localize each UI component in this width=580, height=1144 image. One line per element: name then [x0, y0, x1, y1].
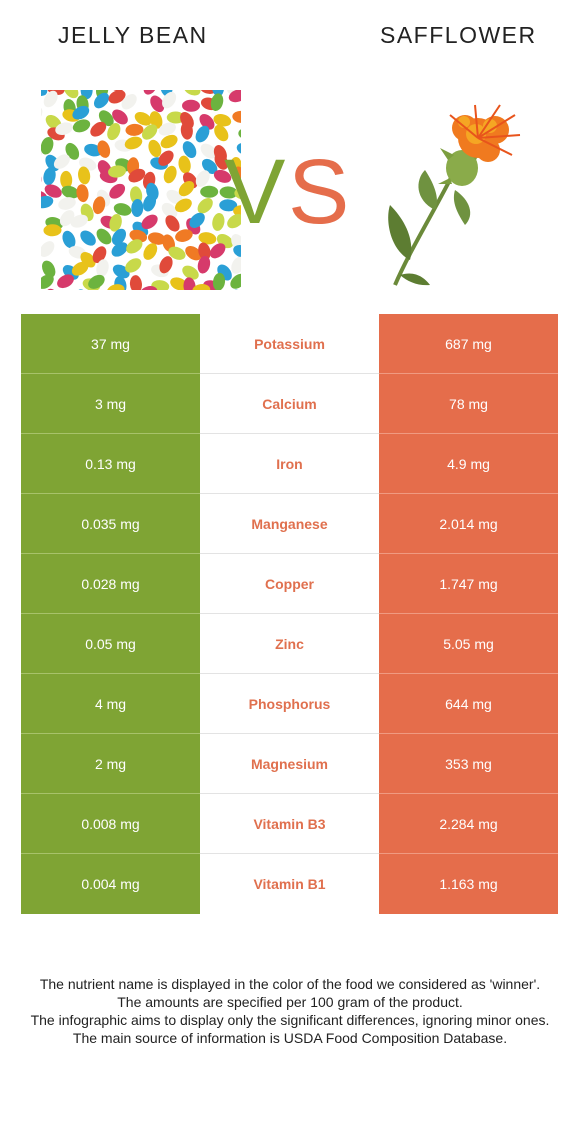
- nutrient-name: Calcium: [200, 374, 379, 434]
- table-row: 37 mg Potassium 687 mg: [21, 314, 558, 374]
- safflower-value: 644 mg: [379, 674, 558, 734]
- footnote-line: The infographic aims to display only the…: [30, 1012, 550, 1028]
- footnote-line: The amounts are specified per 100 gram o…: [117, 994, 463, 1010]
- table-row: 3 mg Calcium 78 mg: [21, 374, 558, 434]
- nutrient-name: Vitamin B1: [200, 854, 379, 914]
- hero-images: V S: [0, 90, 580, 300]
- safflower-value: 78 mg: [379, 374, 558, 434]
- nutrient-name: Iron: [200, 434, 379, 494]
- footnote: The nutrient name is displayed in the co…: [20, 975, 560, 1047]
- safflower-value: 2.284 mg: [379, 794, 558, 854]
- nutrient-name: Manganese: [200, 494, 379, 554]
- table-row: 0.008 mg Vitamin B3 2.284 mg: [21, 794, 558, 854]
- safflower-value: 1.163 mg: [379, 854, 558, 914]
- right-food-title: SAFFLOWER: [380, 22, 537, 48]
- jelly-bean-value: 2 mg: [21, 734, 200, 794]
- jelly-bean-value: 0.008 mg: [21, 794, 200, 854]
- safflower-value: 687 mg: [379, 314, 558, 374]
- safflower-value: 2.014 mg: [379, 494, 558, 554]
- table-row: 4 mg Phosphorus 644 mg: [21, 674, 558, 734]
- table-row: 2 mg Magnesium 353 mg: [21, 734, 558, 794]
- jelly-bean-value: 0.035 mg: [21, 494, 200, 554]
- jelly-bean-value: 0.004 mg: [21, 854, 200, 914]
- table-row: 0.05 mg Zinc 5.05 mg: [21, 614, 558, 674]
- nutrient-name: Zinc: [200, 614, 379, 674]
- table-row: 0.13 mg Iron 4.9 mg: [21, 434, 558, 494]
- table-row: 0.035 mg Manganese 2.014 mg: [21, 494, 558, 554]
- jelly-bean-value: 3 mg: [21, 374, 200, 434]
- jelly-bean-value: 4 mg: [21, 674, 200, 734]
- safflower-value: 353 mg: [379, 734, 558, 794]
- safflower-value: 5.05 mg: [379, 614, 558, 674]
- jelly-bean-image: [41, 90, 241, 290]
- safflower-value: 4.9 mg: [379, 434, 558, 494]
- jelly-bean-value: 37 mg: [21, 314, 200, 374]
- safflower-value: 1.747 mg: [379, 554, 558, 614]
- nutrient-name: Phosphorus: [200, 674, 379, 734]
- table-row: 0.028 mg Copper 1.747 mg: [21, 554, 558, 614]
- safflower-image: [388, 104, 521, 286]
- jelly-bean-value: 0.028 mg: [21, 554, 200, 614]
- left-food-title: JELLY BEAN: [58, 22, 208, 48]
- nutrient-name: Potassium: [200, 314, 379, 374]
- nutrient-name: Magnesium: [200, 734, 379, 794]
- vs-letter-v: V: [224, 141, 285, 243]
- jelly-bean-value: 0.05 mg: [21, 614, 200, 674]
- footnote-line: The nutrient name is displayed in the co…: [39, 976, 541, 992]
- jelly-bean-value: 0.13 mg: [21, 434, 200, 494]
- vs-logo: V S: [224, 141, 349, 243]
- nutrient-name: Copper: [200, 554, 379, 614]
- footnote-line: The main source of information is USDA F…: [72, 1030, 508, 1046]
- nutrient-name: Vitamin B3: [200, 794, 379, 854]
- nutrient-table: 37 mg Potassium 687 mg 3 mg Calcium 78 mg 0.13…: [21, 314, 558, 914]
- vs-letter-s: S: [288, 141, 349, 243]
- table-row: 0.004 mg Vitamin B1 1.163 mg: [21, 854, 558, 914]
